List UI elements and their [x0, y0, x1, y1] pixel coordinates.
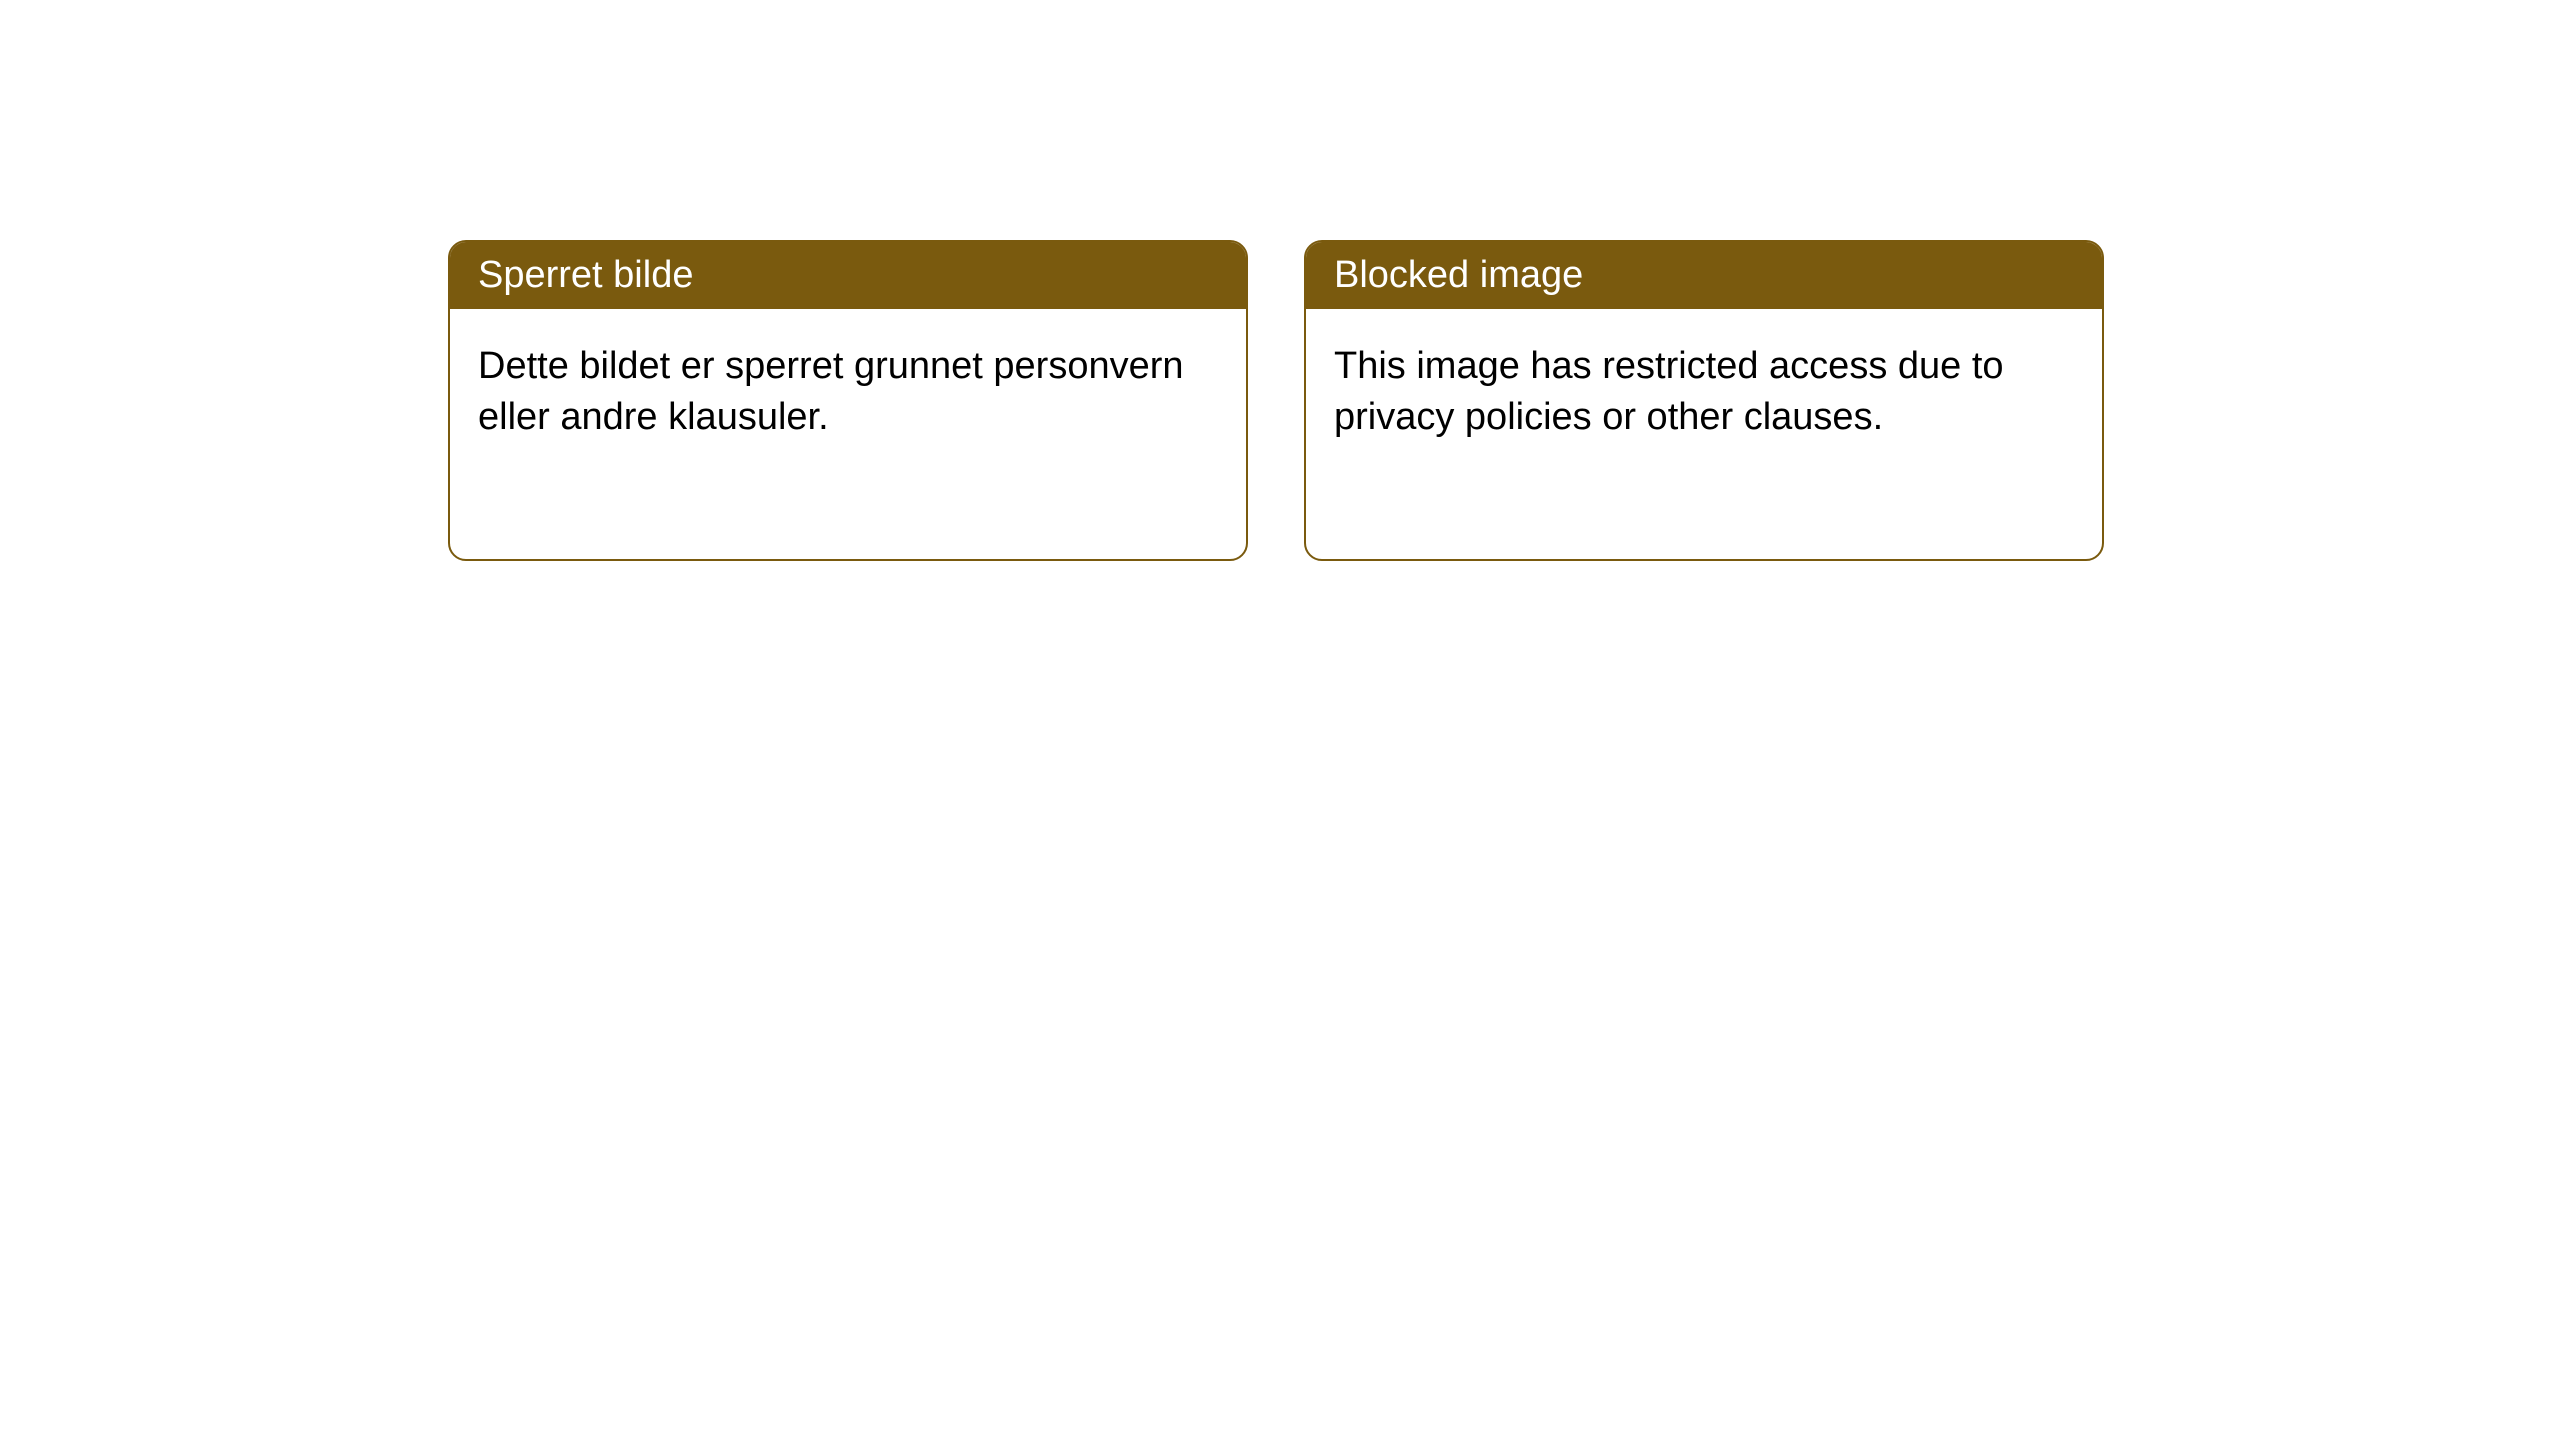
card-header: Sperret bilde	[450, 242, 1246, 309]
card-message: This image has restricted access due to …	[1334, 345, 2004, 438]
notice-container: Sperret bilde Dette bildet er sperret gr…	[448, 240, 2104, 561]
notice-card-norwegian: Sperret bilde Dette bildet er sperret gr…	[448, 240, 1248, 561]
notice-card-english: Blocked image This image has restricted …	[1304, 240, 2104, 561]
card-header: Blocked image	[1306, 242, 2102, 309]
card-body: Dette bildet er sperret grunnet personve…	[450, 309, 1246, 559]
card-title: Sperret bilde	[478, 254, 693, 296]
card-title: Blocked image	[1334, 254, 1583, 296]
card-message: Dette bildet er sperret grunnet personve…	[478, 345, 1184, 438]
card-body: This image has restricted access due to …	[1306, 309, 2102, 559]
